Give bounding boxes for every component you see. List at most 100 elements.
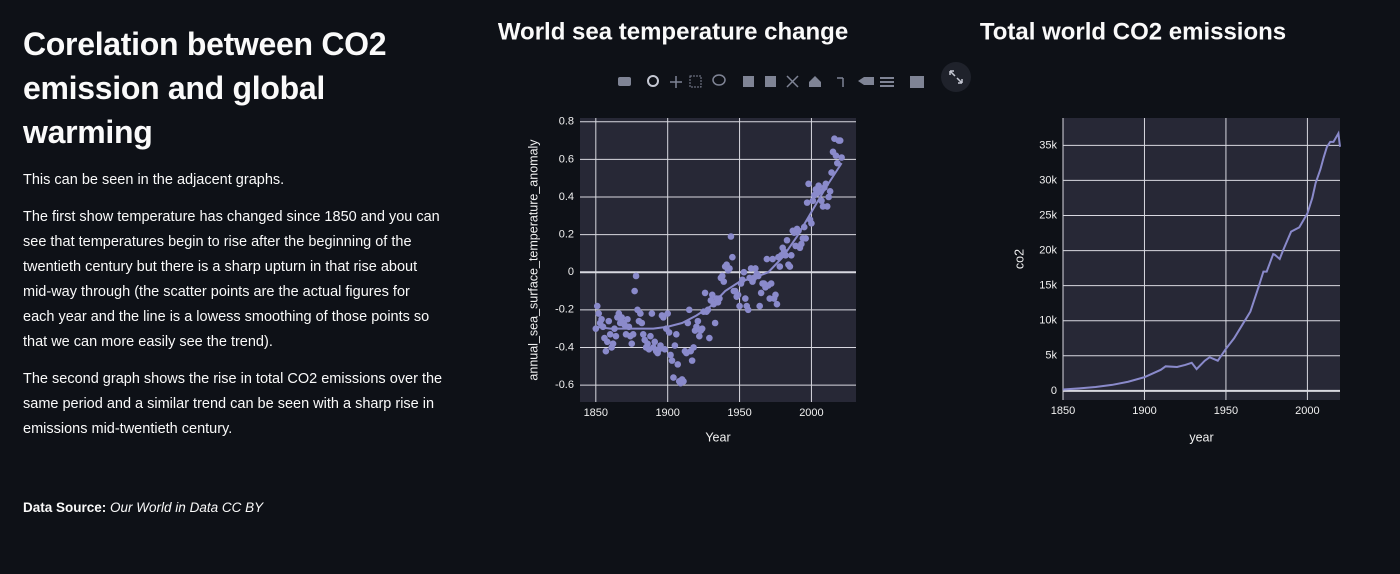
scatter-point <box>803 199 811 206</box>
scatter-point <box>701 289 709 297</box>
line <box>595 162 843 330</box>
scatter-point <box>609 340 617 347</box>
scatter-point <box>726 265 733 272</box>
scatter-point <box>773 300 781 308</box>
scatter-point <box>838 154 845 161</box>
scatter-point <box>729 253 736 261</box>
scatter-point <box>604 338 611 346</box>
scatter-point <box>665 329 673 336</box>
y-tick-label: -0.6 <box>555 379 574 391</box>
scatter-point <box>644 340 651 347</box>
fullscreen-icon <box>949 70 963 84</box>
chart-title: Total world CO2 emissions <box>980 18 1286 45</box>
x-tick-label: 1900 <box>655 407 679 419</box>
hover-compare-icon[interactable] <box>880 77 894 87</box>
zoom-out-icon[interactable] <box>765 76 776 87</box>
zoom-icon[interactable] <box>647 75 659 87</box>
scatter-point <box>657 342 664 349</box>
y-tick-label: -0.4 <box>555 341 574 353</box>
scatter-point <box>606 330 614 338</box>
scatter-point <box>618 314 625 321</box>
y-axis-label: annual_sea_surface_temperature_anomaly <box>526 139 540 381</box>
scatter-point <box>688 357 696 364</box>
scatter-point <box>727 233 735 240</box>
scatter-point <box>708 291 716 299</box>
zoom-in-icon[interactable] <box>743 76 754 87</box>
plot-area <box>1063 118 1340 400</box>
modebar <box>618 62 971 92</box>
scatter-point <box>808 220 815 227</box>
autoscale-icon[interactable] <box>786 75 799 88</box>
scatter-point <box>668 357 676 364</box>
source-link[interactable]: Our World in Data CC BY <box>110 500 264 515</box>
scatter-point <box>734 291 742 299</box>
scatter-point <box>602 347 610 355</box>
plotly-logo[interactable] <box>910 76 924 88</box>
scatter-point <box>742 295 749 302</box>
x-tick-label: 1900 <box>1132 405 1156 417</box>
camera-icon[interactable] <box>618 77 631 86</box>
y-tick-label: 20k <box>1039 244 1057 256</box>
y-tick-label: 0 <box>568 266 574 278</box>
x-tick-label: 1950 <box>1214 405 1238 417</box>
scatter-point <box>832 152 840 159</box>
scatter-point <box>660 314 667 321</box>
x-tick-label: 1850 <box>1051 405 1075 417</box>
scatter-point <box>685 306 693 314</box>
scatter-point <box>744 306 752 314</box>
pan-icon[interactable] <box>670 76 682 88</box>
scatter-point <box>736 302 743 310</box>
scatter-point <box>809 197 817 205</box>
scatter-point <box>740 268 748 276</box>
spike-icon[interactable] <box>837 77 844 87</box>
hover-closest-icon[interactable] <box>858 77 874 85</box>
x-tick-label: 2000 <box>799 407 823 419</box>
scatter-point <box>836 137 844 144</box>
y-tick-label: 0.2 <box>559 229 574 241</box>
scatter-point <box>639 330 647 338</box>
source-label: Data Source: <box>23 500 107 515</box>
scatter-point <box>719 272 726 280</box>
scatter-point <box>696 332 703 340</box>
scatter-point <box>648 310 656 317</box>
scatter-point <box>667 351 674 359</box>
y-tick-label: 25k <box>1039 209 1057 221</box>
y-tick-label: 5k <box>1045 350 1057 362</box>
scatter-point <box>631 287 638 295</box>
scatter-point <box>720 278 728 285</box>
scatter-point <box>698 325 706 332</box>
scatter-point <box>788 251 795 259</box>
y-tick-label: 0.6 <box>559 153 574 165</box>
scatter-point <box>651 338 659 346</box>
scatter-point <box>769 255 776 263</box>
scatter-point <box>628 340 636 347</box>
box-select-icon[interactable] <box>689 75 702 88</box>
scatter-point <box>826 188 834 195</box>
scatter-point <box>834 159 841 167</box>
y-tick-label: 35k <box>1039 139 1057 151</box>
x-axis-label: Year <box>705 430 730 444</box>
scatter-point <box>711 319 719 327</box>
lasso-icon[interactable] <box>712 74 726 86</box>
x-tick-label: 1950 <box>727 407 751 419</box>
paragraph: The second graph shows the rise in total… <box>23 371 443 437</box>
scatter-point <box>661 346 669 353</box>
scatter-point <box>823 203 831 210</box>
scatter-point <box>638 319 646 327</box>
plot-area <box>580 118 856 402</box>
scatter-point <box>752 265 759 272</box>
reset-icon[interactable] <box>809 76 821 87</box>
y-tick-label: 0.4 <box>559 191 574 203</box>
scatter-point <box>802 235 809 242</box>
scatter-point <box>598 315 605 323</box>
scatter-point <box>670 374 677 381</box>
scatter-point <box>756 302 763 310</box>
y-tick-label: 0 <box>1051 385 1057 397</box>
y-tick-label: 10k <box>1039 315 1057 327</box>
scatter-point <box>763 255 771 263</box>
scatter-point <box>767 280 775 287</box>
fullscreen-button[interactable] <box>941 62 971 92</box>
scatter-point <box>783 236 791 244</box>
